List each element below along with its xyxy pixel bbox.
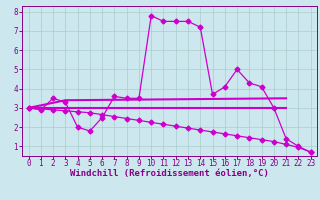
X-axis label: Windchill (Refroidissement éolien,°C): Windchill (Refroidissement éolien,°C)	[70, 169, 269, 178]
